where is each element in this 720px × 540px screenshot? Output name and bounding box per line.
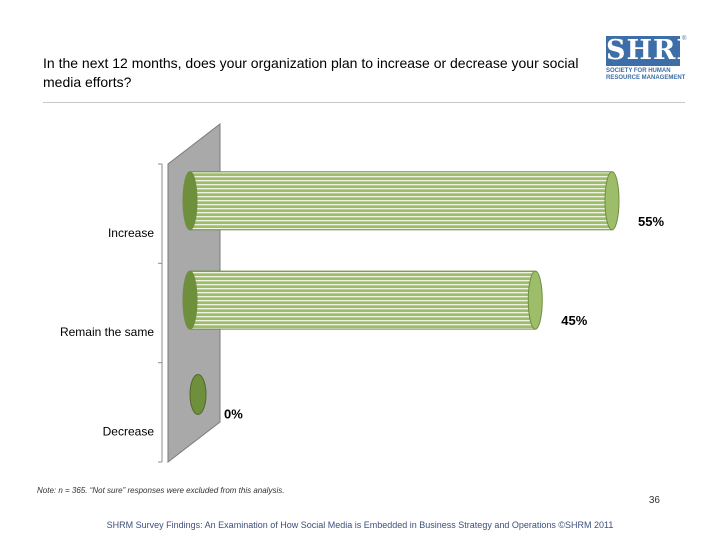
logo-registered: ® [682,36,687,42]
value-label: 55% [638,214,664,229]
value-label: 45% [561,313,587,328]
bar-chart: Increase 55% Remain the same 45% Decrease 0% [60,122,664,464]
bar-base-cap [182,171,198,231]
bar-zero-disc [189,373,207,415]
category-label: Remain the same [60,325,154,339]
value-label: 0% [224,406,243,421]
bar-end-cap [604,171,620,231]
footnote: Note: n = 365. “Not sure” responses were… [37,486,285,495]
logo-line-1: SOCIETY FOR HUMAN [606,68,671,74]
chart-title: In the next 12 months, does your organiz… [43,55,579,90]
bar [189,270,536,330]
logo-wordmark: SHRM [606,35,708,66]
category-label: Decrease [103,424,155,438]
bar-base-cap [182,270,198,330]
footer-citation: SHRM Survey Findings: An Examination of … [106,520,614,530]
page-number: 36 [648,495,660,506]
logo-box: SHRM [606,35,708,66]
header-divider [43,102,685,103]
bar-end-cap [527,270,543,330]
logo-line-2: RESOURCE MANAGEMENT [606,74,686,81]
bar [189,171,613,231]
shrm-logo: SHRM ® SOCIETY FOR HUMAN RESOURCE MANAGE… [606,35,708,86]
logo-subtitle: SOCIETY FOR HUMAN RESOURCE MANAGEMENT [606,68,688,81]
category-label: Increase [108,226,154,240]
